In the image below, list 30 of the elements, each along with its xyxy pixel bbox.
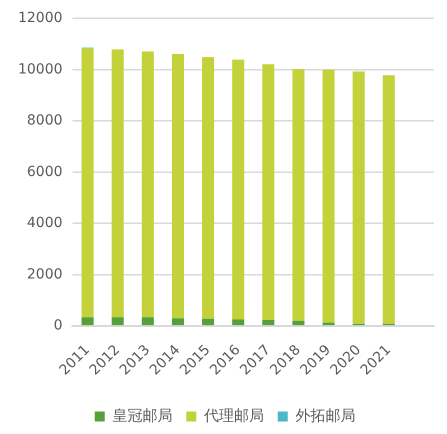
bar [232,320,244,326]
y-tick-label: 4000 [26,215,63,232]
bar [142,317,154,326]
bar [82,48,94,318]
bar [382,75,395,324]
bar [292,320,304,326]
bar [292,69,304,321]
legend-label: 皇冠邮局 [112,406,172,424]
y-tick-label: 6000 [26,164,63,180]
bar [172,318,184,326]
bar [202,318,214,326]
y-tick-label: 2000 [26,266,63,282]
y-tick-label: 12000 [18,10,63,26]
bar [262,320,274,326]
y-tick-label: 8000 [26,112,63,129]
bar [322,322,335,326]
bar [232,60,244,320]
legend-label: 代理邮局 [202,406,264,424]
y-tick-label: 0 [54,318,63,334]
bar [352,71,365,324]
bar [172,54,184,318]
bar [142,51,154,318]
bar [262,64,274,320]
bar [322,70,335,323]
bar [82,317,94,326]
bar [112,317,124,326]
bar [202,57,214,319]
bar [112,49,124,318]
y-tick-label: 10000 [18,61,63,78]
legend-label: 外拓邮局 [295,406,356,424]
